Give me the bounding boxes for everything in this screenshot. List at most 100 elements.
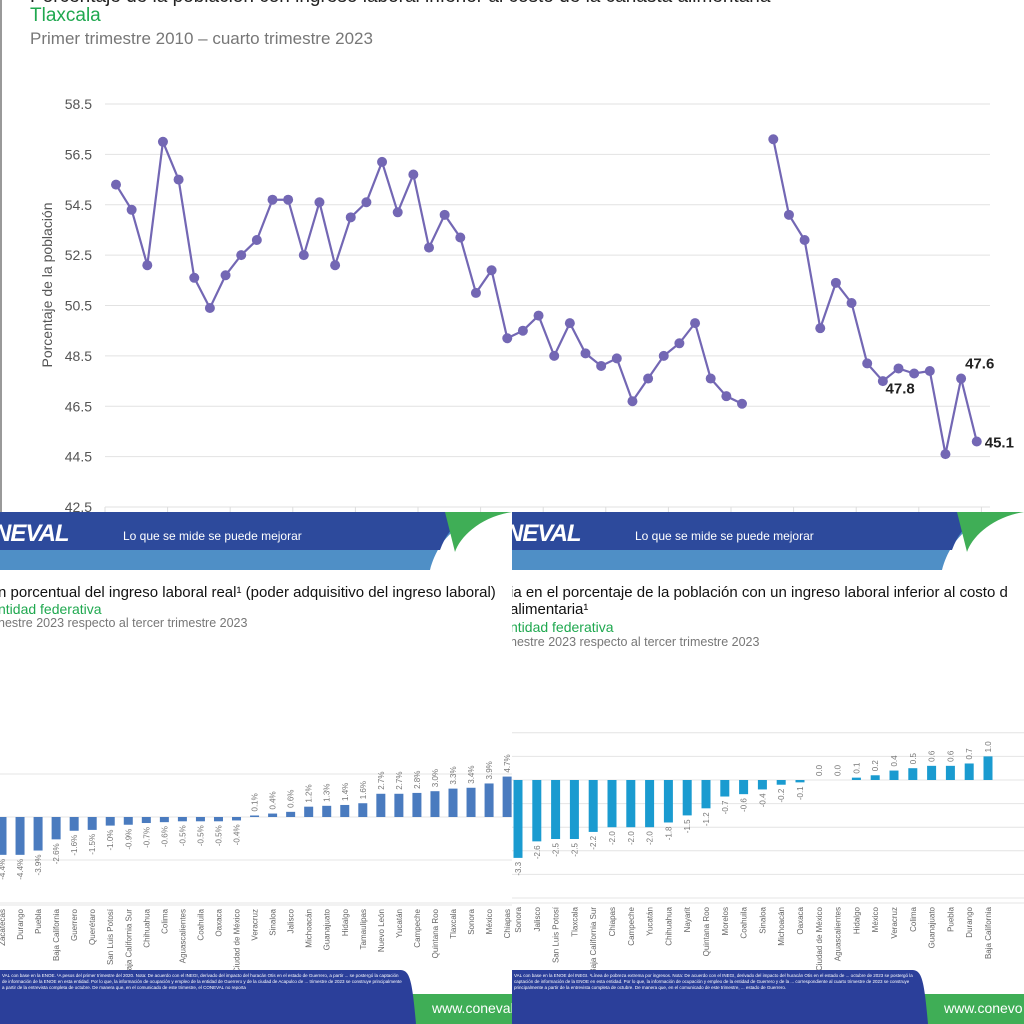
- bar: [394, 793, 404, 817]
- data-point: [799, 235, 810, 246]
- bar-value-label: 1.6%: [359, 781, 368, 799]
- chart-title-line2: alimentaria¹: [512, 601, 589, 618]
- category-label: Sonora: [514, 906, 523, 932]
- data-point: [314, 197, 325, 208]
- data-point: [330, 260, 341, 271]
- bar-value-label: -0.6%: [160, 826, 169, 847]
- category-label: Hidalgo: [341, 908, 350, 936]
- data-point: [611, 353, 622, 364]
- bar-value-label: 0.5: [909, 753, 918, 765]
- data-label: 47.8: [886, 381, 915, 398]
- data-point: [424, 242, 434, 253]
- data-point: [517, 325, 528, 336]
- data-point: [377, 156, 388, 167]
- category-label: Michoacán: [305, 909, 314, 948]
- category-label: Colima: [160, 908, 169, 933]
- y-tick-label: 46.5: [65, 398, 92, 414]
- data-point: [283, 194, 294, 205]
- y-tick-label: 48.5: [65, 348, 92, 364]
- category-label: Ciudad de México: [233, 908, 242, 970]
- data-point: [940, 449, 951, 460]
- bar: [927, 765, 937, 780]
- bar-value-label: -0.1: [796, 786, 805, 800]
- bar: [889, 770, 899, 780]
- bar-value-label: -3.3: [514, 861, 523, 875]
- category-label: México: [871, 906, 880, 932]
- category-label: Chihuahua: [142, 908, 151, 947]
- bar: [626, 780, 636, 828]
- website-link[interactable]: www.conevo: [944, 1000, 1023, 1016]
- category-label: Tlaxcala: [570, 906, 579, 936]
- bar: [304, 806, 314, 817]
- bar: [466, 787, 476, 817]
- data-point: [111, 179, 121, 190]
- bar-value-label: 0.4%: [269, 791, 278, 809]
- bar-value-label: -4.4%: [0, 859, 7, 880]
- bar-value-label: -0.5%: [214, 825, 223, 846]
- banner: [512, 512, 1024, 570]
- data-point: [486, 265, 497, 276]
- bar-value-label: 2.7%: [395, 772, 404, 790]
- category-label: Chihuahua: [664, 906, 673, 945]
- line-chart-panel: Porcentaje de la población con ingreso l…: [0, 0, 1014, 512]
- bar-value-label: -1.8: [664, 826, 673, 840]
- y-tick-label: 58.5: [65, 96, 92, 112]
- bar: [430, 791, 440, 817]
- footer-band: [0, 970, 512, 1024]
- chart-title: Porcentaje de la población con ingreso l…: [30, 0, 770, 8]
- data-point: [924, 365, 935, 376]
- data-point: [564, 318, 575, 329]
- bar-value-label: -2.5: [552, 842, 561, 856]
- category-label: Tlaxcala: [449, 908, 458, 938]
- category-label: Hidalgo: [852, 906, 861, 934]
- category-label: Campeche: [627, 906, 636, 945]
- bar-value-label: -2.5: [570, 842, 579, 856]
- category-label: San Luis Potosí: [552, 906, 561, 963]
- bar: [0, 817, 7, 855]
- footnote: VAL con base en la ENOE. ¹A pesos del pr…: [2, 973, 402, 990]
- data-point: [862, 358, 873, 369]
- data-point: [658, 350, 669, 361]
- category-label: Aguascalientes: [178, 909, 187, 963]
- data-point: [189, 272, 200, 283]
- bar: [569, 780, 579, 839]
- category-label: Oaxaca: [796, 906, 805, 934]
- data-point: [251, 235, 262, 246]
- category-label: Quintana Roo: [431, 908, 440, 958]
- bar-value-label: -0.7%: [142, 827, 151, 848]
- tagline: Lo que se mide se puede mejorar: [635, 529, 814, 543]
- bar-value-label: -0.2: [777, 788, 786, 802]
- data-point: [236, 250, 247, 261]
- data-point: [705, 373, 716, 384]
- website-link[interactable]: www.coneval: [432, 1000, 512, 1016]
- data-point: [815, 323, 826, 334]
- y-tick-label: 50.5: [65, 298, 92, 314]
- category-label: Ciudad de México: [815, 906, 824, 970]
- bar: [682, 780, 692, 816]
- bar: [945, 765, 955, 780]
- category-label: Aguascalientes: [834, 907, 843, 961]
- category-label: Zacatecas: [0, 909, 7, 946]
- data-point: [846, 297, 857, 308]
- bar-value-label: 2.8%: [413, 771, 422, 789]
- bar: [141, 817, 151, 824]
- bar: [195, 817, 205, 822]
- footnote: VAL con base en la ENOE del INEGI. ¹Líne…: [514, 973, 913, 990]
- data-point: [971, 436, 982, 447]
- category-label: Michoacán: [777, 907, 786, 946]
- bar-value-label: -2.6%: [52, 843, 61, 864]
- bar-value-label: 0.6%: [287, 790, 296, 808]
- bar-value-label: -1.5%: [88, 834, 97, 855]
- category-label: Yucatán: [395, 909, 404, 938]
- bar: [123, 817, 133, 825]
- data-point: [909, 368, 920, 379]
- data-point: [502, 333, 513, 344]
- data-point: [220, 270, 231, 281]
- bar: [51, 817, 61, 840]
- bar: [964, 763, 974, 780]
- bar: [33, 817, 43, 851]
- data-point: [455, 232, 466, 243]
- series-line: [115, 137, 743, 405]
- bar: [286, 811, 296, 817]
- category-label: Campeche: [413, 908, 422, 947]
